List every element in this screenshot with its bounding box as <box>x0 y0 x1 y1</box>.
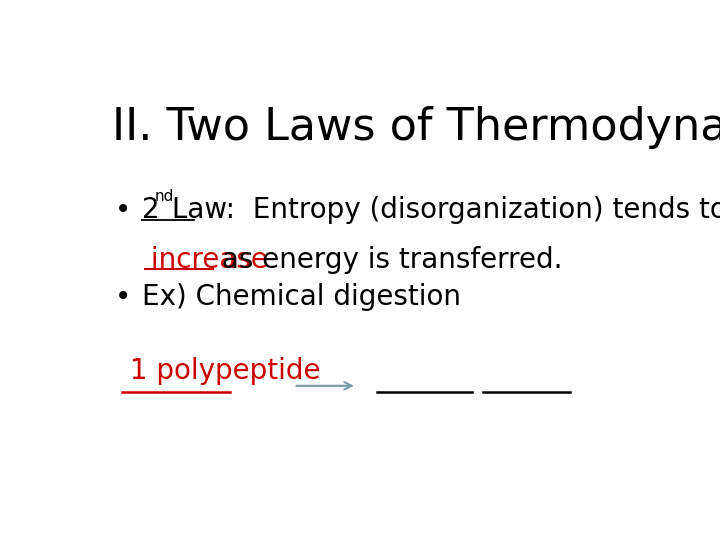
Text: as energy is transferred.: as energy is transferred. <box>213 246 563 274</box>
Text: Law:  Entropy (disorganization) tends to: Law: Entropy (disorganization) tends to <box>163 196 720 224</box>
Text: increase: increase <box>142 246 268 274</box>
Text: •: • <box>115 283 131 311</box>
Text: nd: nd <box>154 189 174 204</box>
Text: Ex) Chemical digestion: Ex) Chemical digestion <box>142 283 461 311</box>
Text: 2: 2 <box>142 196 160 224</box>
Text: II. Two Laws of Thermodynamics: II. Two Laws of Thermodynamics <box>112 106 720 150</box>
Text: •: • <box>115 196 131 224</box>
Text: 1 polypeptide: 1 polypeptide <box>121 357 320 385</box>
